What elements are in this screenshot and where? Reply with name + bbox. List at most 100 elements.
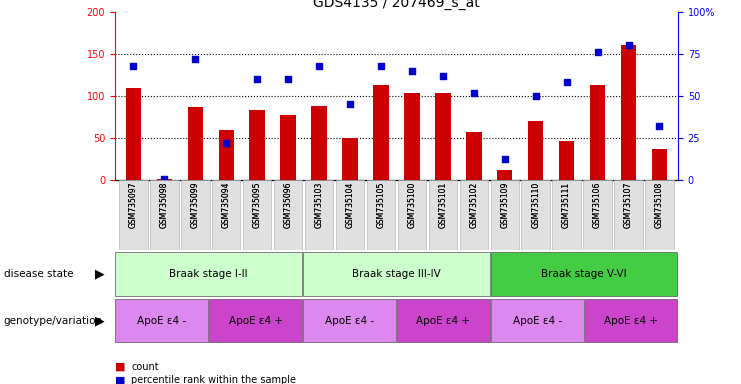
FancyBboxPatch shape (116, 252, 302, 296)
FancyBboxPatch shape (243, 180, 271, 250)
Text: GSM735111: GSM735111 (562, 182, 571, 228)
Text: GSM735099: GSM735099 (190, 182, 200, 228)
Text: GSM735108: GSM735108 (655, 182, 664, 228)
Text: GSM735095: GSM735095 (253, 182, 262, 228)
Text: count: count (131, 362, 159, 372)
Bar (559, 141, 574, 180)
FancyBboxPatch shape (303, 252, 490, 296)
FancyBboxPatch shape (303, 300, 396, 342)
FancyBboxPatch shape (585, 300, 677, 342)
Bar (219, 130, 234, 180)
FancyBboxPatch shape (336, 180, 365, 250)
Bar (652, 149, 667, 180)
Text: GSM735104: GSM735104 (345, 182, 354, 228)
Text: GSM735097: GSM735097 (129, 182, 138, 228)
Title: GDS4135 / 207469_s_at: GDS4135 / 207469_s_at (313, 0, 480, 10)
Point (190, 56, 202, 62)
FancyBboxPatch shape (522, 180, 550, 250)
Bar (621, 45, 637, 180)
Text: Braak stage III-IV: Braak stage III-IV (352, 268, 441, 279)
FancyBboxPatch shape (210, 300, 302, 342)
FancyBboxPatch shape (491, 300, 583, 342)
Text: ■: ■ (115, 375, 125, 384)
FancyBboxPatch shape (116, 300, 208, 342)
Bar (435, 93, 451, 180)
Text: GSM735110: GSM735110 (531, 182, 540, 228)
Text: GSM735105: GSM735105 (376, 182, 385, 228)
Point (468, 89, 479, 96)
Text: GSM735106: GSM735106 (593, 182, 602, 228)
FancyBboxPatch shape (367, 180, 395, 250)
Text: GSM735106: GSM735106 (593, 182, 602, 228)
Text: GSM735107: GSM735107 (624, 182, 633, 228)
Text: GSM735101: GSM735101 (439, 182, 448, 228)
Bar (126, 88, 141, 180)
Text: ApoE ε4 -: ApoE ε4 - (325, 316, 374, 326)
Point (437, 73, 449, 79)
Point (591, 49, 603, 55)
Bar (590, 85, 605, 180)
Text: ■: ■ (115, 362, 125, 372)
Point (654, 123, 665, 129)
Point (313, 63, 325, 69)
FancyBboxPatch shape (397, 300, 490, 342)
Bar (250, 109, 265, 180)
Text: ApoE ε4 +: ApoE ε4 + (416, 316, 471, 326)
FancyBboxPatch shape (552, 180, 581, 250)
Bar (311, 106, 327, 180)
Bar (497, 170, 513, 180)
FancyBboxPatch shape (645, 180, 674, 250)
Text: GSM735098: GSM735098 (160, 182, 169, 228)
Point (159, 176, 170, 182)
FancyBboxPatch shape (119, 180, 147, 250)
Text: GSM735102: GSM735102 (469, 182, 478, 228)
FancyBboxPatch shape (150, 180, 179, 250)
Bar (466, 132, 482, 180)
Text: ApoE ε4 +: ApoE ε4 + (229, 316, 282, 326)
FancyBboxPatch shape (491, 252, 677, 296)
Bar (404, 93, 419, 180)
Text: GSM735103: GSM735103 (315, 182, 324, 228)
Text: GSM735100: GSM735100 (408, 182, 416, 228)
Bar (373, 85, 389, 180)
Text: GSM735103: GSM735103 (315, 182, 324, 228)
Bar (342, 138, 358, 180)
Point (622, 42, 634, 48)
FancyBboxPatch shape (491, 180, 519, 250)
Point (220, 140, 232, 146)
Point (561, 79, 573, 86)
Text: percentile rank within the sample: percentile rank within the sample (131, 375, 296, 384)
Text: GSM735111: GSM735111 (562, 182, 571, 228)
Bar (156, 179, 172, 180)
Text: GSM735104: GSM735104 (345, 182, 354, 228)
Point (127, 63, 139, 69)
Text: genotype/variation: genotype/variation (4, 316, 103, 326)
FancyBboxPatch shape (614, 180, 642, 250)
Point (375, 63, 387, 69)
Text: ApoE ε4 -: ApoE ε4 - (513, 316, 562, 326)
FancyBboxPatch shape (181, 180, 210, 250)
FancyBboxPatch shape (212, 180, 241, 250)
Text: GSM735097: GSM735097 (129, 182, 138, 228)
FancyBboxPatch shape (459, 180, 488, 250)
Text: GSM735109: GSM735109 (500, 182, 509, 228)
Text: GSM735109: GSM735109 (500, 182, 509, 228)
Text: ApoE ε4 -: ApoE ε4 - (137, 316, 186, 326)
Point (251, 76, 263, 82)
Bar (528, 121, 543, 180)
Text: GSM735099: GSM735099 (190, 182, 200, 228)
FancyBboxPatch shape (274, 180, 302, 250)
Point (282, 76, 294, 82)
Text: GSM735094: GSM735094 (222, 182, 230, 228)
Text: GSM735108: GSM735108 (655, 182, 664, 228)
Text: GSM735100: GSM735100 (408, 182, 416, 228)
Text: GSM735110: GSM735110 (531, 182, 540, 228)
Text: GSM735102: GSM735102 (469, 182, 478, 228)
Point (406, 68, 418, 74)
FancyBboxPatch shape (583, 180, 612, 250)
Text: GSM735105: GSM735105 (376, 182, 385, 228)
Text: GSM735096: GSM735096 (284, 182, 293, 228)
FancyBboxPatch shape (428, 180, 457, 250)
Text: GSM735107: GSM735107 (624, 182, 633, 228)
Text: GSM735094: GSM735094 (222, 182, 230, 228)
